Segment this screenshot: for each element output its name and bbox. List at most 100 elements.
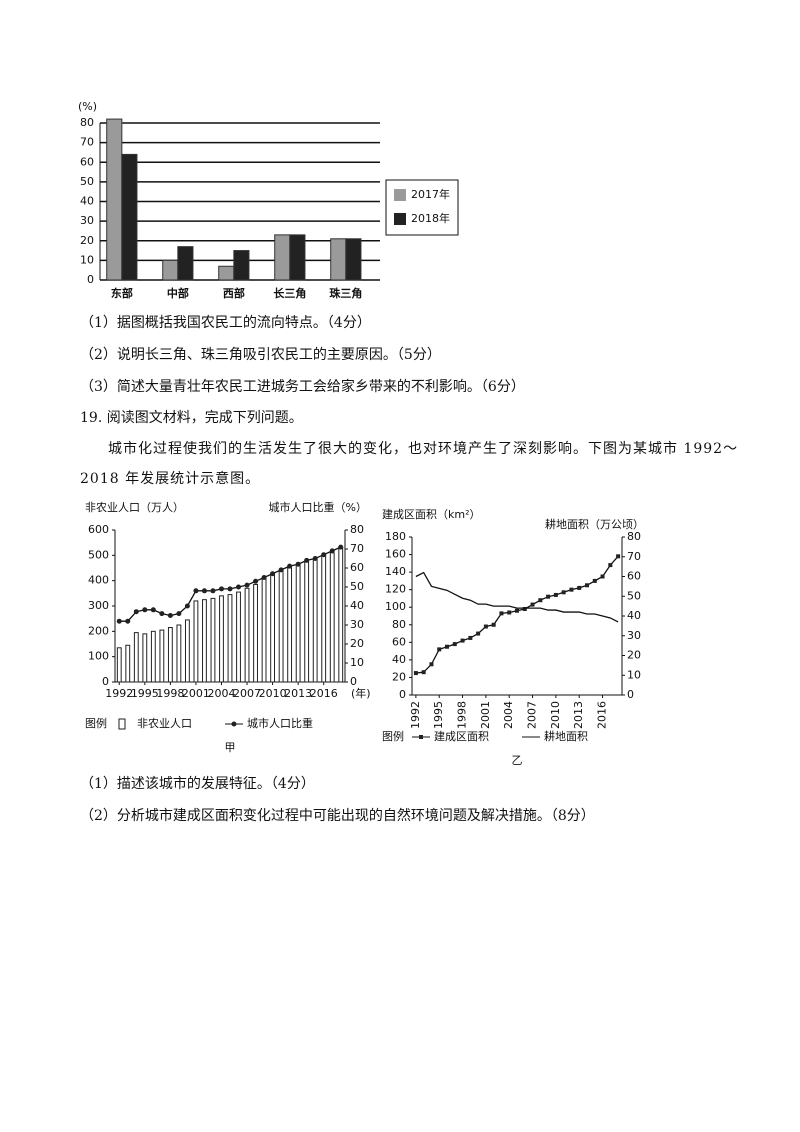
bar <box>304 561 310 683</box>
point <box>287 563 293 569</box>
y-tick-label: 70 <box>80 136 94 149</box>
question: （1）据图概括我国农民工的流向特点。（4分） <box>80 315 371 331</box>
y-tick-label: 180 <box>385 530 406 543</box>
bar <box>236 591 241 683</box>
point <box>445 644 449 649</box>
y-axis-label: 非农业人口（万人） <box>85 500 184 514</box>
point <box>304 557 310 563</box>
point <box>201 588 207 594</box>
bar <box>162 259 179 281</box>
point <box>295 561 301 567</box>
legend-swatch <box>118 718 126 730</box>
x-tick-label: 1995 <box>131 687 159 700</box>
x-tick-label: 1998 <box>456 701 469 729</box>
y-tick-label: 50 <box>80 175 94 188</box>
point <box>270 571 276 577</box>
point <box>437 647 442 652</box>
legend-box <box>385 179 459 236</box>
bar <box>233 250 250 281</box>
bar <box>330 238 347 281</box>
x-tick-label: 1998 <box>156 687 184 700</box>
x-tick-label: 珠三角 <box>329 286 362 300</box>
bar <box>345 238 362 281</box>
y-tick-label: 500 <box>88 548 109 561</box>
bar <box>121 153 138 281</box>
y-tick-label: 400 <box>88 574 109 587</box>
y2-tick-label: 40 <box>350 599 364 612</box>
point <box>546 594 551 599</box>
question: （1）描述该城市的发展特征。（4分） <box>80 776 315 792</box>
point <box>421 670 426 675</box>
bar <box>261 577 267 683</box>
point <box>499 611 504 616</box>
x-axis-label: (年) <box>351 686 371 700</box>
bar <box>338 547 344 683</box>
point <box>218 586 224 592</box>
point <box>561 590 566 595</box>
bar <box>218 265 235 281</box>
bar <box>116 647 122 683</box>
point <box>530 602 535 607</box>
y-tick-label: 140 <box>385 565 406 578</box>
x-tick-label: 1992 <box>409 701 422 729</box>
point <box>312 556 318 561</box>
y2-tick-label: 80 <box>350 523 364 536</box>
bar <box>219 595 224 683</box>
point <box>253 578 259 584</box>
chart-caption: 乙 <box>512 754 523 767</box>
point <box>507 610 512 615</box>
bar <box>227 594 233 683</box>
legend-label: 非农业人口 <box>137 716 192 730</box>
bar <box>244 587 250 683</box>
point <box>125 618 131 624</box>
point <box>577 585 582 590</box>
point <box>616 554 621 559</box>
y-tick-label: 20 <box>392 670 406 683</box>
question: （3）简述大量青壮年农民工进城务工会给家乡带来的不利影响。（6分） <box>80 379 525 395</box>
y2-tick-label: 0 <box>350 675 357 688</box>
y2-tick-label: 10 <box>627 668 641 681</box>
bar <box>106 118 123 281</box>
y-tick-label: 160 <box>385 548 406 561</box>
bar <box>133 632 139 683</box>
y2-axis-label: 城市人口比重（%） <box>269 500 367 514</box>
y2-axis-label: 耕地面积（万公顷） <box>545 517 644 531</box>
y2-tick-label: 20 <box>350 637 364 650</box>
y-tick-label: 120 <box>385 583 406 596</box>
legend-swatch <box>419 735 423 739</box>
y-tick-label: 200 <box>88 624 109 637</box>
y2-tick-label: 30 <box>350 618 364 631</box>
x-tick-label: 2010 <box>259 687 287 700</box>
point <box>476 631 481 636</box>
x-tick-label: 1995 <box>432 701 445 729</box>
point <box>278 567 284 573</box>
x-tick-label: 2007 <box>233 687 261 700</box>
y-tick-label: 10 <box>80 253 94 266</box>
x-tick-label: 中部 <box>167 286 189 300</box>
y2-tick-label: 60 <box>627 570 641 583</box>
bar <box>270 573 276 683</box>
y2-tick-label: 10 <box>350 656 364 669</box>
point <box>329 548 335 554</box>
x-tick-label: 2004 <box>207 687 235 700</box>
point <box>468 635 473 640</box>
x-tick-label: 2010 <box>549 701 562 729</box>
x-tick-label: 2013 <box>284 687 312 700</box>
x-tick-label: 东部 <box>111 286 133 300</box>
y-tick-label: 300 <box>88 599 109 612</box>
bar <box>321 554 327 683</box>
y-tick-label: 80 <box>80 116 94 129</box>
y-tick-label: 80 <box>392 618 406 631</box>
bar <box>142 633 148 683</box>
point <box>338 544 344 550</box>
point <box>150 607 156 613</box>
y-tick-label: 40 <box>392 653 406 666</box>
point <box>483 624 488 629</box>
point <box>142 607 148 613</box>
x-tick-label: 2001 <box>479 701 492 729</box>
x-tick-label: 2013 <box>572 701 585 729</box>
y2-tick-label: 70 <box>627 550 641 563</box>
point <box>600 574 605 579</box>
point <box>210 588 216 594</box>
